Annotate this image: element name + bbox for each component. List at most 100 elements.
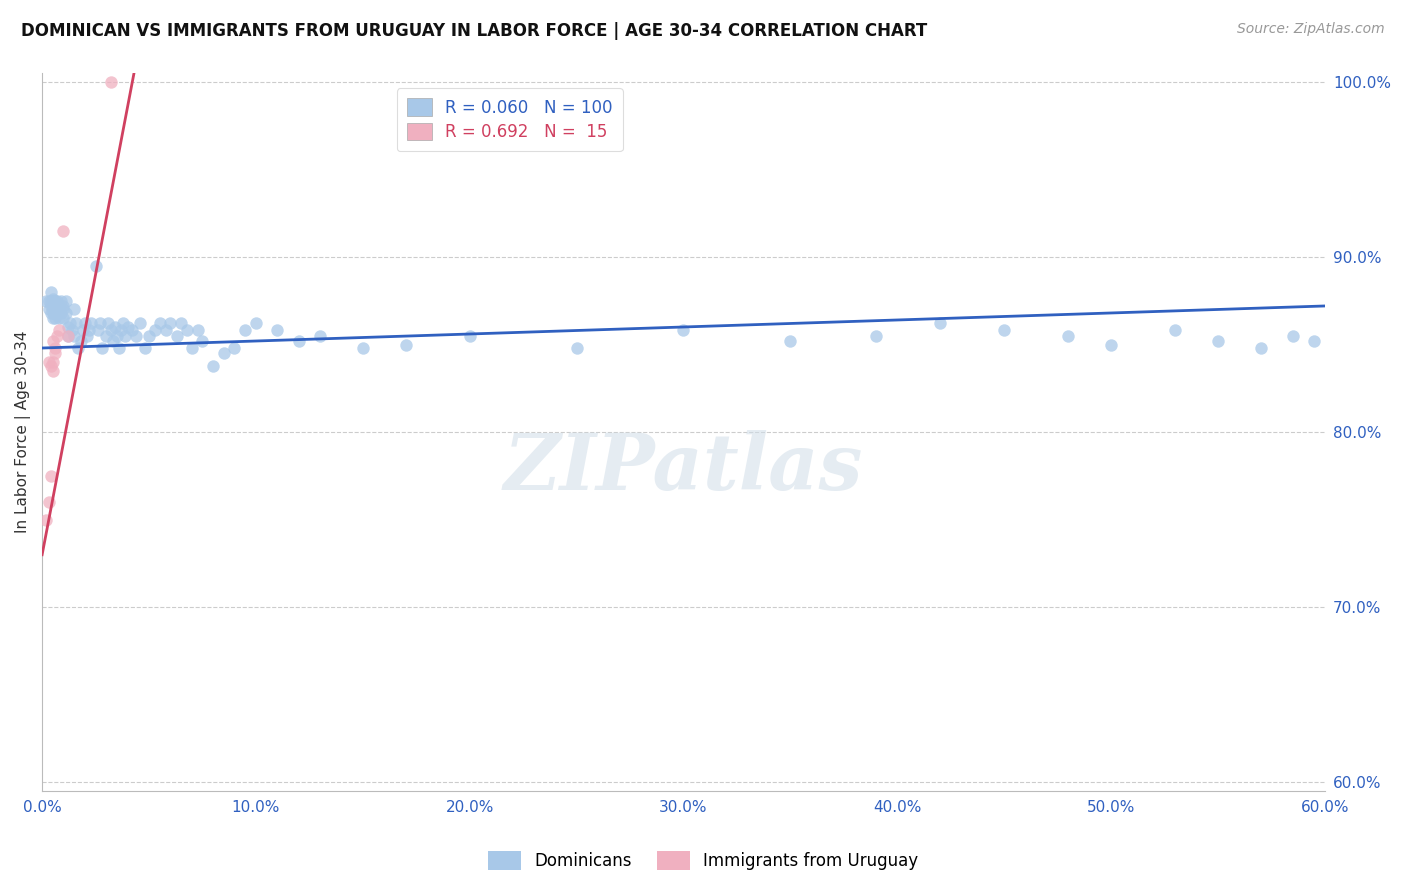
- Point: [245, 317, 267, 331]
- Point: [1250, 341, 1272, 355]
- Point: [96, 328, 118, 343]
- Point: [1303, 334, 1326, 348]
- Point: [48, 311, 70, 326]
- Point: [145, 324, 167, 338]
- Y-axis label: In Labor Force | Age 30-34: In Labor Force | Age 30-34: [15, 331, 31, 533]
- Point: [52, 302, 75, 317]
- Point: [394, 337, 416, 351]
- Point: [39, 285, 62, 299]
- Point: [39, 359, 62, 373]
- Point: [104, 320, 127, 334]
- Point: [1099, 337, 1122, 351]
- Point: [38, 355, 60, 369]
- Point: [287, 334, 309, 348]
- Point: [44, 306, 66, 320]
- Point: [134, 341, 156, 355]
- Point: [55, 293, 77, 308]
- Point: [176, 324, 198, 338]
- Point: [46, 299, 69, 313]
- Point: [48, 324, 70, 338]
- Point: [35, 293, 58, 308]
- Point: [117, 320, 139, 334]
- Point: [159, 317, 181, 331]
- Point: [67, 341, 90, 355]
- Point: [42, 355, 65, 369]
- Point: [42, 302, 65, 317]
- Point: [56, 328, 79, 343]
- Text: ZIPatlas: ZIPatlas: [503, 430, 863, 507]
- Point: [114, 328, 136, 343]
- Point: [170, 317, 193, 331]
- Point: [55, 306, 77, 320]
- Point: [38, 293, 60, 308]
- Point: [42, 306, 65, 320]
- Point: [46, 293, 69, 308]
- Point: [44, 341, 66, 355]
- Point: [42, 364, 65, 378]
- Point: [80, 317, 103, 331]
- Point: [458, 328, 481, 343]
- Point: [865, 328, 887, 343]
- Point: [46, 302, 69, 317]
- Point: [63, 302, 86, 317]
- Point: [191, 334, 214, 348]
- Point: [155, 324, 177, 338]
- Point: [97, 317, 120, 331]
- Point: [89, 317, 111, 331]
- Point: [76, 328, 98, 343]
- Point: [52, 299, 75, 313]
- Point: [180, 341, 202, 355]
- Point: [121, 324, 143, 338]
- Point: [38, 495, 60, 509]
- Point: [39, 299, 62, 313]
- Point: [149, 317, 172, 331]
- Point: [60, 324, 83, 338]
- Point: [52, 311, 75, 326]
- Point: [44, 346, 66, 360]
- Point: [44, 302, 66, 317]
- Point: [56, 328, 79, 343]
- Point: [129, 317, 152, 331]
- Point: [100, 75, 122, 89]
- Text: DOMINICAN VS IMMIGRANTS FROM URUGUAY IN LABOR FORCE | AGE 30-34 CORRELATION CHAR: DOMINICAN VS IMMIGRANTS FROM URUGUAY IN …: [21, 22, 928, 40]
- Point: [63, 328, 86, 343]
- Point: [51, 293, 73, 308]
- Point: [928, 317, 950, 331]
- Point: [48, 302, 70, 317]
- Point: [112, 317, 135, 331]
- Point: [48, 299, 70, 313]
- Point: [39, 469, 62, 483]
- Point: [39, 306, 62, 320]
- Point: [1164, 324, 1187, 338]
- Point: [35, 513, 58, 527]
- Point: [565, 341, 588, 355]
- Point: [233, 324, 256, 338]
- Text: Source: ZipAtlas.com: Source: ZipAtlas.com: [1237, 22, 1385, 37]
- Point: [72, 324, 94, 338]
- Point: [138, 328, 160, 343]
- Point: [46, 328, 69, 343]
- Point: [44, 293, 66, 308]
- Point: [77, 324, 100, 338]
- Point: [1057, 328, 1080, 343]
- Point: [108, 341, 131, 355]
- Point: [42, 334, 65, 348]
- Point: [44, 311, 66, 326]
- Point: [91, 341, 114, 355]
- Legend: Dominicans, Immigrants from Uruguay: Dominicans, Immigrants from Uruguay: [481, 844, 925, 877]
- Point: [59, 317, 82, 331]
- Point: [224, 341, 246, 355]
- Point: [44, 299, 66, 313]
- Point: [38, 302, 60, 317]
- Point: [51, 306, 73, 320]
- Point: [42, 293, 65, 308]
- Point: [46, 306, 69, 320]
- Legend: R = 0.060   N = 100, R = 0.692   N =  15: R = 0.060 N = 100, R = 0.692 N = 15: [396, 88, 623, 152]
- Point: [125, 328, 148, 343]
- Point: [52, 224, 75, 238]
- Point: [84, 259, 107, 273]
- Point: [42, 292, 65, 306]
- Point: [69, 334, 91, 348]
- Point: [309, 328, 332, 343]
- Point: [266, 324, 288, 338]
